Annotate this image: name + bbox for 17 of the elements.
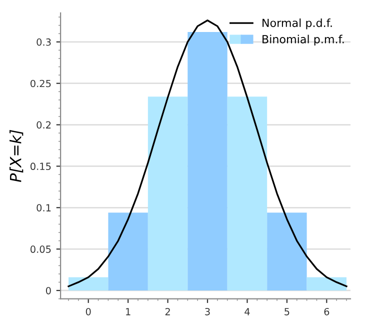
y-tick-label: 0.2 [36, 121, 51, 129]
x-tick-label: 2 [165, 308, 170, 316]
y-axis-title: P[X=k] [10, 130, 24, 182]
x-tick-label: 3 [205, 308, 210, 316]
x-tick-label: 1 [126, 308, 130, 316]
y-tick-label: 0.25 [30, 80, 51, 88]
y-tick-label: 0.15 [30, 162, 51, 170]
y-tick-label: 0.3 [36, 38, 51, 46]
y-tick-label: 0 [46, 286, 51, 294]
y-tick-label: 0.1 [36, 204, 51, 212]
x-tick-label: 6 [324, 308, 330, 316]
x-tick-label: 5 [284, 308, 290, 316]
legend-label: Normal p.d.f. [262, 18, 332, 30]
y-tick-label: 0.05 [30, 246, 51, 253]
legend-label: Binomial p.m.f. [262, 34, 344, 46]
x-tick-label: 0 [86, 308, 91, 316]
x-tick-label: 4 [244, 308, 250, 316]
